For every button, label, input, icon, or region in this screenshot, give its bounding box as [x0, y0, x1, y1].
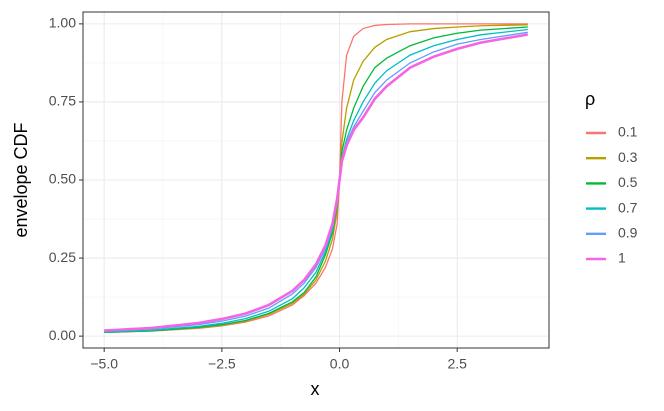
- series-line: [104, 33, 529, 332]
- x-tick-label: −5.0: [90, 356, 118, 372]
- legend-label: 0.9: [618, 225, 638, 241]
- y-tick-label: 0.50: [49, 171, 76, 187]
- y-tick-label: 1.00: [49, 15, 76, 31]
- legend-label: 0.5: [618, 174, 638, 190]
- legend-label: 0.3: [618, 149, 638, 165]
- grid: [83, 12, 549, 348]
- legend-label: 0.7: [618, 199, 638, 215]
- legend-label: 0.1: [618, 124, 638, 140]
- y-axis-title: envelope CDF: [11, 122, 31, 237]
- y-tick-label: 0.75: [49, 93, 76, 109]
- x-tick-label: −2.5: [208, 356, 236, 372]
- x-axis-title: x: [311, 379, 320, 399]
- y-tick-label: 0.00: [49, 327, 76, 343]
- x-tick-label: 0.0: [330, 356, 350, 372]
- legend-label: 1: [618, 250, 626, 266]
- lines: [104, 23, 529, 334]
- x-tick-label: 2.5: [447, 356, 467, 372]
- legend-title: ρ: [585, 89, 595, 109]
- y-tick-label: 0.25: [49, 249, 76, 265]
